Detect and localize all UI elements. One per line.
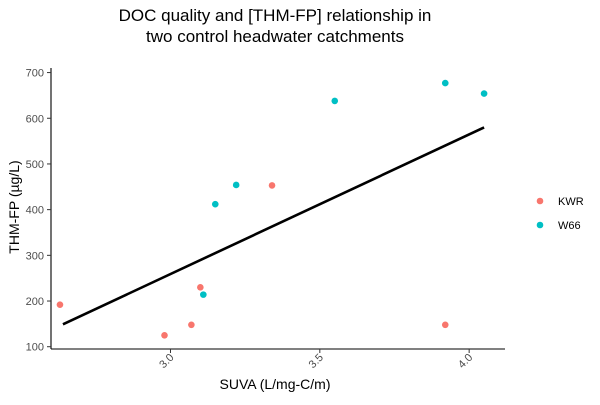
data-point-w66 — [331, 97, 339, 105]
chart-title-line-2: two control headwater catchments — [146, 27, 404, 46]
y-tick-label: 200 — [26, 296, 44, 308]
legend-label-w66: W66 — [558, 220, 581, 232]
x-tick-label: 3.5 — [307, 352, 326, 371]
y-tick-label: 400 — [26, 205, 44, 217]
data-point-w66 — [211, 200, 219, 208]
data-point-kwr — [197, 284, 204, 291]
x-axis-label: SUVA (L/mg-C/m) — [220, 376, 331, 392]
data-point-kwr — [441, 321, 449, 329]
legend-marker-w66 — [536, 221, 544, 229]
y-tick-label: 700 — [26, 68, 44, 80]
x-tick-label: 3.0 — [157, 352, 176, 371]
data-point-w66 — [480, 90, 488, 97]
data-point-kwr — [56, 301, 64, 308]
chart-title-line-1: DOC quality and [THM-FP] relationship in — [119, 6, 432, 25]
y-tick-label: 500 — [26, 159, 44, 171]
legend-label-kwr: KWR — [558, 196, 584, 208]
y-axis-label: THM-FP (µg/L) — [6, 160, 22, 253]
data-point-kwr — [188, 321, 195, 329]
trend-line — [62, 126, 485, 326]
data-point-w66 — [200, 291, 207, 298]
y-tick-label: 300 — [26, 250, 44, 262]
data-point-kwr — [268, 182, 276, 189]
plot-area: 100 200 300 400 500 600 700 3.0 3.5 4.0 — [26, 68, 505, 371]
legend-marker-kwr — [536, 197, 544, 205]
x-tick-label: 4.0 — [456, 352, 475, 371]
data-point-w66 — [441, 79, 449, 87]
data-point-kwr — [161, 331, 168, 339]
legend: KWR W66 — [536, 196, 584, 232]
data-point-w66 — [232, 181, 240, 189]
y-tick-label: 600 — [26, 113, 44, 125]
y-tick-label: 100 — [26, 342, 44, 354]
